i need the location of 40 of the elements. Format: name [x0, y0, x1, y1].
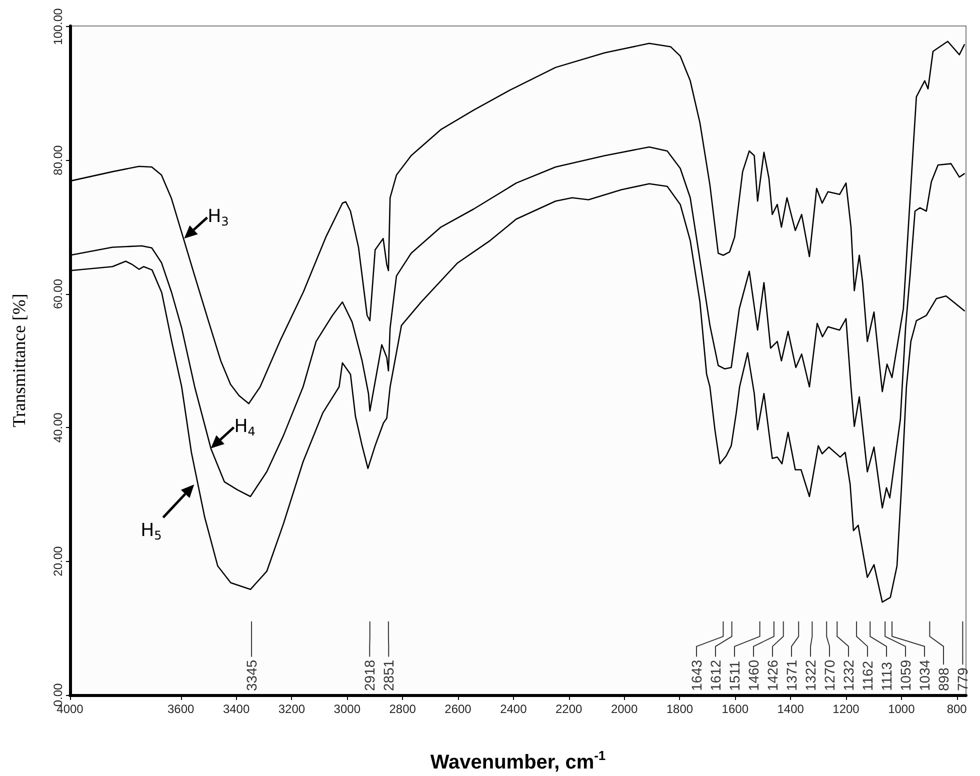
x-tick-label: 2600 — [444, 702, 472, 716]
x-tick-label: 800 — [946, 702, 968, 716]
annotation: 898 — [936, 667, 952, 691]
y-tick-label: 60.00 — [51, 278, 65, 310]
x-tick-label: 1000 — [888, 702, 916, 716]
x-tick-label: 2200 — [556, 702, 583, 716]
y-tick-label: 0.00 — [51, 683, 65, 707]
annotation: 1322 — [802, 660, 819, 691]
x-tick-label: 2400 — [500, 702, 528, 716]
annotation: 2851 — [380, 660, 397, 691]
annotation: 2918 — [362, 660, 378, 691]
annotation: 779 — [954, 667, 971, 691]
x-tick-label: 3600 — [168, 702, 195, 716]
x-tick-label: 3400 — [222, 702, 250, 716]
x-tick-label: 1400 — [777, 702, 804, 716]
x-tick-label: 3200 — [278, 702, 306, 716]
annotation: 1059 — [898, 660, 914, 691]
x-tick-label: 1200 — [832, 702, 860, 716]
x-tick-label: 3000 — [334, 702, 361, 716]
annotation: 1511 — [726, 660, 743, 691]
y-axis-title: Transmittance [%] — [9, 294, 29, 428]
y-tick-label: 100.00 — [51, 8, 65, 46]
annotation: 1612 — [708, 660, 724, 691]
x-tick-label: 2800 — [389, 702, 416, 716]
annotation: 1034 — [916, 660, 933, 691]
annotation: 1162 — [860, 660, 876, 691]
annotation: 1371 — [784, 660, 800, 691]
x-tick-label: 1800 — [666, 702, 694, 716]
annotation: 1270 — [822, 660, 838, 691]
y-tick-label: 20.00 — [51, 546, 65, 576]
annotation: 3345 — [244, 660, 260, 691]
x-tick-label: 2000 — [610, 702, 638, 716]
annotation: 1113 — [878, 662, 895, 691]
annotation: 1232 — [840, 660, 857, 691]
y-tick-label: 40.00 — [51, 412, 65, 443]
annotation: 1643 — [688, 660, 705, 691]
annotation: 1426 — [764, 660, 781, 691]
annotation: 1460 — [746, 660, 762, 691]
x-tick-label: 1600 — [722, 702, 749, 716]
y-tick-label: 80.00 — [51, 144, 65, 176]
